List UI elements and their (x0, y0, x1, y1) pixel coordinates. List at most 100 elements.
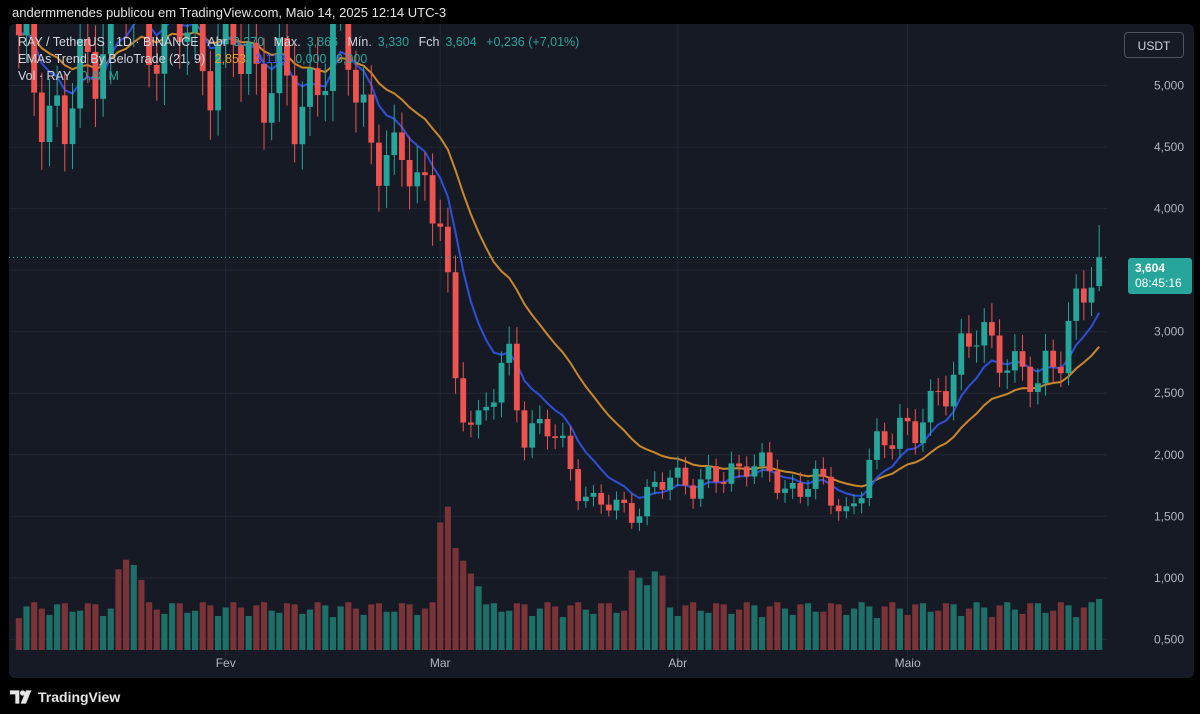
candle-body (406, 160, 413, 187)
candle-body (659, 481, 666, 490)
volume-bar (467, 573, 474, 650)
footer: TradingView (0, 682, 1200, 714)
candlestick-chart[interactable]: 0,500 1,000 1,500 2,000 2,500 3,000 4,000 4,500… (9, 24, 1194, 678)
candle-body (651, 481, 658, 487)
candle-body (360, 94, 367, 103)
volume-bar (23, 606, 30, 650)
candle-body (590, 492, 597, 497)
candle-body (605, 504, 612, 511)
candle-body (667, 477, 674, 490)
candle-body (1034, 383, 1041, 392)
volume-bar (521, 604, 528, 650)
candle-body (77, 38, 84, 109)
candle-body (958, 333, 965, 375)
candle-body (444, 226, 451, 273)
candle-layer (9, 24, 1107, 531)
volume-bar (138, 579, 145, 650)
volume-bar (429, 602, 436, 650)
volume-bar (322, 605, 329, 650)
candle-body (874, 431, 880, 460)
volume-bar (69, 611, 76, 650)
volume-bar (636, 577, 643, 650)
x-tick-label: Maio (895, 656, 921, 670)
candle-body (192, 24, 198, 33)
volume-bar (1050, 610, 1057, 650)
candle-body (107, 24, 114, 55)
volume-bar (498, 611, 505, 650)
volume-bar (651, 571, 658, 650)
candle-body (529, 423, 536, 448)
volume-bar (207, 605, 214, 650)
candle-body (751, 466, 758, 477)
candle-body (552, 436, 559, 439)
volume-layer (15, 506, 1103, 650)
candle-body (935, 390, 942, 392)
volume-bar (1065, 605, 1072, 650)
volume-bar (667, 607, 674, 650)
ema21-value: 2,853 (214, 52, 246, 66)
volume-bar (552, 606, 559, 650)
candle-body (238, 44, 244, 74)
volume-bar (529, 616, 536, 650)
x-tick-label: Mar (430, 656, 451, 670)
candle-body (598, 492, 605, 505)
candle-body (92, 51, 99, 99)
publisher-header: andermmendes publicou em TradingView.com… (0, 0, 1200, 26)
volume-bar (1096, 599, 1103, 650)
volume-bar (222, 607, 229, 650)
chart-panel[interactable]: 0,500 1,000 1,500 2,000 2,500 3,000 4,000 4,500… (9, 24, 1194, 678)
legend-symbol-row[interactable]: RAY / TetherUS · 1D · BINANCE Abr 3,370 M… (18, 34, 585, 51)
volume-bar (375, 603, 383, 650)
volume-bar (751, 605, 758, 650)
volume-bar (827, 603, 835, 650)
candle-body (483, 406, 490, 411)
ema-layer (18, 24, 1101, 500)
candle-body (621, 499, 628, 504)
volume-bar (644, 585, 651, 650)
volume-bar (115, 569, 122, 650)
volume-bar (536, 608, 543, 650)
volume-bar (268, 610, 275, 650)
candle-body (513, 343, 520, 411)
volume-bar (291, 604, 298, 650)
volume-bar (797, 604, 804, 650)
candle-body (981, 322, 988, 346)
legend-volume-row[interactable]: Vol · RAY 0,48 M (18, 68, 585, 85)
candle-body (636, 516, 643, 523)
candle-body (843, 506, 850, 512)
ema-extra2-value: 0,000 (335, 52, 368, 66)
tradingview-brand[interactable]: TradingView (10, 689, 120, 705)
candle-body (1096, 257, 1103, 287)
volume-bar (245, 616, 252, 650)
volume-bar (858, 602, 865, 650)
volume-bar (820, 611, 827, 650)
volume-bar (406, 604, 413, 650)
volume-bar (621, 610, 628, 650)
candle-body (23, 24, 30, 36)
ema21-line (18, 31, 1100, 488)
volume-bar (1057, 602, 1064, 650)
candle-body (15, 24, 22, 36)
y-tick-label: 4,000 (1154, 202, 1184, 216)
candle-body (475, 410, 482, 425)
volume-bar (46, 614, 53, 650)
candle-body (797, 482, 804, 497)
candle-body (153, 64, 160, 74)
volume-bar (927, 611, 934, 650)
volume-bar (391, 611, 398, 650)
close-label: Fch (418, 35, 440, 49)
volume-bar (352, 608, 360, 650)
volume-bar (161, 613, 168, 650)
candle-body (61, 95, 68, 145)
volume-bar (735, 609, 743, 650)
candle-body (820, 468, 827, 477)
candle-body (307, 68, 313, 107)
volume-bar (598, 603, 605, 650)
legend-ema-row[interactable]: EMAs Trend By BeloTrade (21, 9) 2,853 3,… (18, 51, 585, 68)
volume-bar (475, 586, 482, 650)
currency-button[interactable]: USDT (1124, 32, 1184, 58)
volume-bar (758, 617, 766, 650)
candle-body (966, 333, 972, 347)
volume-bar (659, 575, 666, 650)
volume-bar (444, 506, 451, 650)
